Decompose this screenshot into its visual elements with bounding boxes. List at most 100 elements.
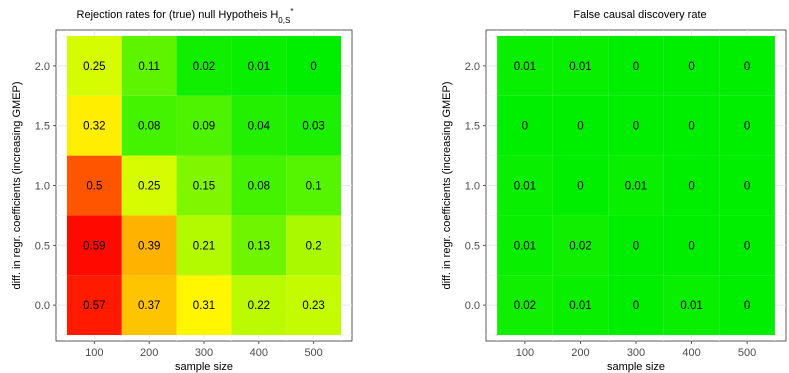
heatmap-cell xyxy=(663,95,720,156)
heatmap-cell xyxy=(121,215,177,276)
y-tick-label: 0.5 xyxy=(35,240,50,252)
heatmap-cell xyxy=(231,155,287,216)
cell-value-label: 0 xyxy=(744,61,750,73)
cell-value-label: 0 xyxy=(744,240,750,252)
x-axis-label: sample size xyxy=(175,361,233,373)
x-tick-label: 100 xyxy=(516,347,534,359)
heatmap-cell xyxy=(608,215,664,276)
cell-value-label: 0.13 xyxy=(248,240,270,252)
cell-value-label: 0.25 xyxy=(83,61,105,73)
heatmap-cell xyxy=(719,35,775,96)
cell-value-label: 0 xyxy=(744,300,750,312)
chart-panel-1: 0.57 0.37 0.31 0.22 0.23 0.59 0.39 0.21 0.13 0.2 0… xyxy=(11,7,353,373)
cell-value-label: 0.01 xyxy=(514,181,536,193)
chart-title: Rejection rates for (true) null Hypothei… xyxy=(77,7,294,25)
cell-value-label: 0.59 xyxy=(83,240,105,252)
cell-value-label: 0.15 xyxy=(193,181,215,193)
y-tick-label: 0.5 xyxy=(465,240,480,252)
heatmap-cell xyxy=(663,155,720,216)
cell-value-label: 0.04 xyxy=(248,121,271,133)
heatmap-cell xyxy=(719,275,775,336)
cell-value-label: 0.02 xyxy=(514,300,536,312)
heatmap-cell xyxy=(663,35,720,96)
heatmap-cell xyxy=(719,95,775,156)
cell-value-label: 0 xyxy=(688,61,694,73)
cell-value-label: 0.01 xyxy=(680,300,702,312)
chart-panel-2: 0.02 0.01 0 0.01 0 0.01 0.02 0 0 0 0.01 0 0.0 1 0 0 0 0 0 0… xyxy=(441,9,787,373)
heatmap-cell xyxy=(121,35,177,96)
cell-value-label: 0 xyxy=(744,181,750,193)
cell-value-label: 0 xyxy=(744,121,750,133)
heatmap-labels: 0.02 0.01 0 0.01 0 0.01 0.02 0 0 0 0.01 0 0.01 0 0 0 0 0 0… xyxy=(514,61,751,312)
x-tick-label: 400 xyxy=(250,347,268,359)
heatmap-cell xyxy=(286,95,342,156)
heatmap-cell xyxy=(497,95,553,156)
x-tick-label: 200 xyxy=(571,347,589,359)
heatmap-cell xyxy=(121,95,177,156)
chart-title: False causal discovery rate xyxy=(573,9,706,21)
x-axis: 100 200 300 400 500 xyxy=(85,341,323,359)
cell-value-label: 0 xyxy=(688,181,694,193)
cell-value-label: 0.1 xyxy=(306,181,322,193)
heatmap-cell xyxy=(663,215,720,276)
x-axis-label: sample size xyxy=(607,361,665,373)
x-tick-label: 500 xyxy=(304,347,322,359)
heatmap-cell xyxy=(552,95,609,156)
cell-value-label: 0.02 xyxy=(569,240,591,252)
heatmap-cell xyxy=(176,215,232,276)
cell-value-label: 0.08 xyxy=(248,181,270,193)
cell-value-label: 0.21 xyxy=(193,240,215,252)
x-tick-label: 300 xyxy=(627,347,645,359)
y-axis-label: diff. in regr. coefficients (increasing … xyxy=(441,81,453,289)
chart-title-subscript: 0,S xyxy=(278,16,290,25)
heatmap-cell xyxy=(66,215,122,276)
cell-value-label: 0 xyxy=(633,240,639,252)
heatmap-cell xyxy=(286,155,342,216)
cell-value-label: 0.01 xyxy=(569,300,591,312)
heatmap-cell xyxy=(286,35,342,96)
y-tick-label: 1.5 xyxy=(465,121,480,133)
heatmap-tiles xyxy=(66,35,342,336)
cell-value-label: 0.5 xyxy=(86,181,102,193)
cell-value-label: 0 xyxy=(577,181,583,193)
heatmap-cell xyxy=(497,215,553,276)
heatmap-cell xyxy=(552,215,609,276)
cell-value-label: 0 xyxy=(633,300,639,312)
x-tick-label: 100 xyxy=(85,347,103,359)
chart-title-superscript: * xyxy=(290,7,293,16)
cell-value-label: 0 xyxy=(688,121,694,133)
heatmap-cell xyxy=(719,215,775,276)
y-tick-label: 2.0 xyxy=(465,61,480,73)
y-tick-label: 0.0 xyxy=(465,300,480,312)
x-tick-label: 400 xyxy=(682,347,700,359)
heatmap-cell xyxy=(608,155,664,216)
cell-value-label: 0.37 xyxy=(138,300,160,312)
cell-value-label: 0.11 xyxy=(138,61,160,73)
heatmap-labels: 0.57 0.37 0.31 0.22 0.23 0.59 0.39 0.21 0.13 0.2 0… xyxy=(83,61,325,312)
heatmap-cell xyxy=(608,95,664,156)
y-axis-label: diff. in regr. coefficients (increasing … xyxy=(11,81,23,289)
heatmap-cell xyxy=(231,215,287,276)
heatmap-cell xyxy=(176,155,232,216)
heatmap-cell xyxy=(176,275,232,336)
cell-value-label: 0.39 xyxy=(138,240,160,252)
cell-value-label: 0 xyxy=(310,61,316,73)
heatmap-cell xyxy=(552,35,609,96)
cell-value-label: 0 xyxy=(633,61,639,73)
cell-value-label: 0 xyxy=(577,121,583,133)
heatmap-cell xyxy=(286,275,342,336)
y-tick-label: 1.0 xyxy=(465,181,480,193)
x-axis: 100 200 300 400 500 xyxy=(516,341,756,359)
cell-value-label: 0.08 xyxy=(138,121,160,133)
heatmap-cell xyxy=(176,35,232,96)
cell-value-label: 0.31 xyxy=(193,300,215,312)
x-tick-label: 500 xyxy=(738,347,756,359)
cell-value-label: 0.23 xyxy=(302,300,324,312)
cell-value-label: 0.25 xyxy=(138,181,160,193)
cell-value-label: 0.2 xyxy=(306,240,322,252)
cell-value-label: 0.22 xyxy=(248,300,270,312)
y-tick-label: 1.0 xyxy=(35,181,50,193)
cell-value-label: 0.01 xyxy=(625,181,647,193)
cell-value-label: 0.09 xyxy=(193,121,215,133)
